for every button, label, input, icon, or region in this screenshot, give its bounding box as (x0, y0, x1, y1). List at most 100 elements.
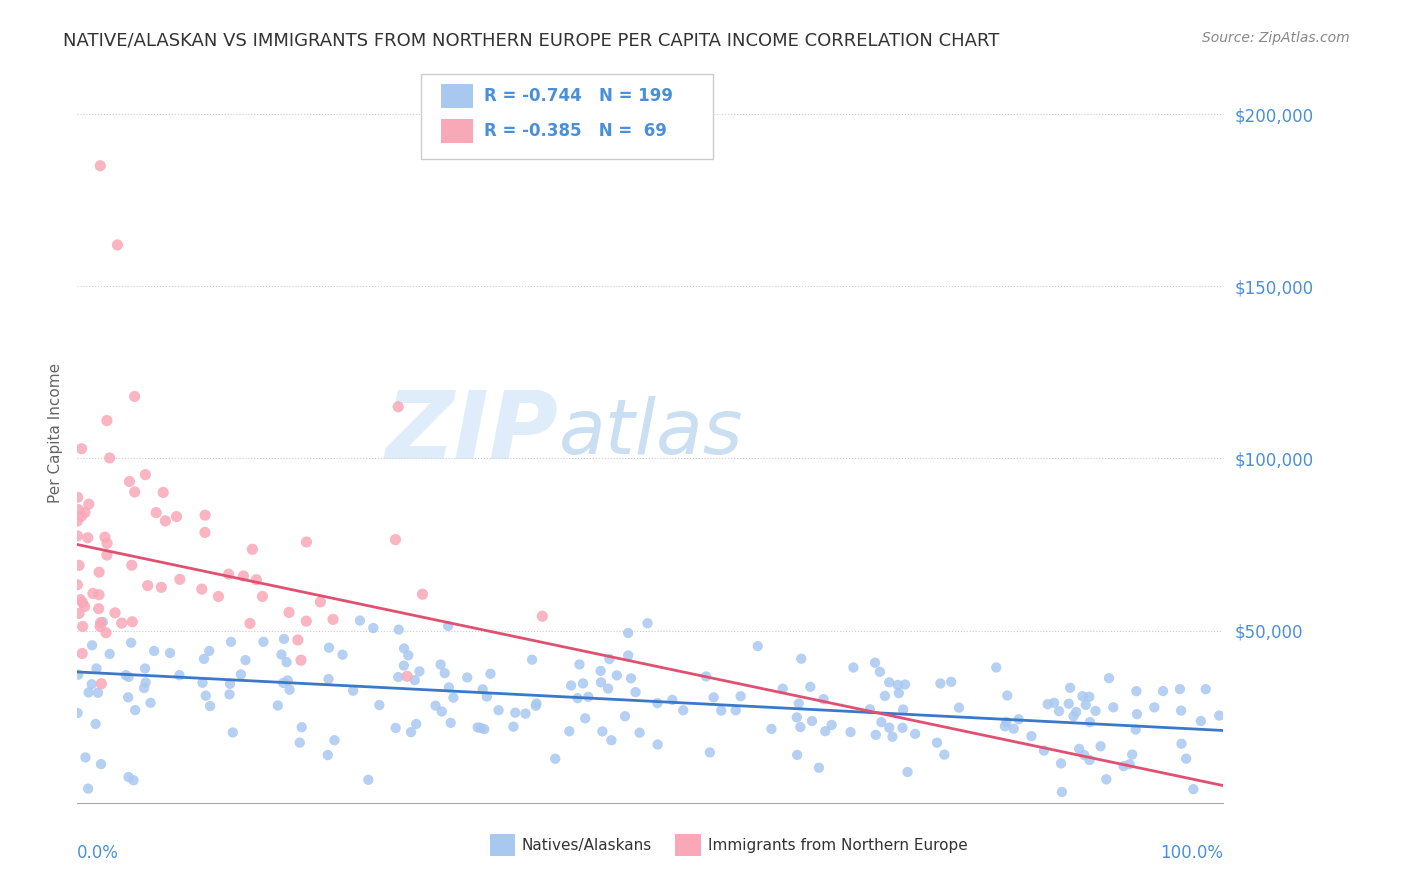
Point (136, 578, 159, 592)
Point (934, 747, 956, 762)
Point (77, 781, 100, 796)
Point (929, 676, 952, 690)
Point (1121, 747, 1143, 762)
Point (614, 709, 637, 723)
Point (159, 646, 181, 660)
Point (117, 770, 139, 784)
Point (1032, 743, 1054, 757)
Point (488, 703, 510, 717)
Point (87, 686, 110, 700)
Point (882, 730, 904, 744)
Point (896, 764, 918, 779)
Point (143, 644, 166, 658)
Point (1102, 700, 1125, 714)
Point (869, 665, 891, 679)
Point (77, 497, 100, 511)
Point (388, 623, 411, 637)
Point (96, 536, 118, 550)
Point (986, 660, 1008, 674)
Point (1074, 698, 1097, 712)
Point (787, 697, 810, 711)
Point (120, 636, 142, 650)
Point (1050, 756, 1073, 771)
Point (96, 548, 118, 562)
Point (98, 647, 121, 661)
Point (207, 590, 229, 604)
Point (904, 727, 927, 741)
Point (891, 702, 914, 716)
Point (1002, 722, 1025, 736)
Point (429, 657, 451, 672)
Text: 0.0%: 0.0% (77, 844, 120, 862)
Point (865, 728, 887, 742)
Point (91, 615, 114, 629)
Point (66, 706, 89, 720)
Point (67, 502, 90, 516)
Point (1047, 704, 1070, 718)
Point (387, 670, 409, 684)
Point (801, 714, 824, 728)
Point (90, 676, 112, 690)
Point (799, 680, 821, 694)
Point (104, 606, 127, 620)
Point (411, 587, 433, 601)
Point (82, 638, 104, 652)
Point (1143, 700, 1166, 714)
Point (277, 673, 299, 688)
Point (235, 653, 257, 667)
Point (349, 614, 371, 628)
Point (278, 682, 301, 697)
Point (191, 582, 214, 596)
Point (589, 664, 612, 678)
Point (232, 569, 254, 583)
Point (66, 514, 89, 528)
Point (567, 691, 589, 706)
Point (384, 533, 406, 547)
Point (118, 475, 141, 489)
Point (1078, 690, 1101, 704)
Point (295, 535, 318, 549)
Point (672, 703, 695, 717)
Point (242, 542, 264, 557)
Text: R = -0.744   N = 199: R = -0.744 N = 199 (484, 87, 673, 104)
Point (152, 485, 174, 500)
Point (786, 710, 808, 724)
Point (219, 635, 242, 649)
Point (193, 652, 215, 666)
Point (66, 529, 89, 543)
Point (288, 736, 311, 750)
Point (124, 484, 146, 499)
Point (273, 632, 295, 646)
Point (66, 491, 89, 505)
Point (121, 558, 143, 573)
Point (995, 689, 1018, 703)
Point (1126, 707, 1149, 722)
Point (1152, 684, 1174, 698)
Point (647, 738, 669, 752)
Point (891, 721, 914, 735)
Point (309, 595, 332, 609)
Bar (675, 834, 700, 856)
Point (887, 686, 910, 700)
Point (270, 648, 292, 662)
Point (89, 619, 111, 633)
Point (295, 614, 318, 628)
Point (425, 698, 447, 713)
Point (1078, 715, 1101, 730)
Point (807, 761, 830, 775)
Point (291, 720, 314, 734)
Point (396, 669, 419, 683)
Point (1195, 682, 1218, 697)
Point (218, 687, 240, 701)
Point (342, 683, 364, 698)
Point (1118, 757, 1140, 772)
Point (239, 616, 262, 631)
Point (703, 690, 725, 705)
Point (558, 724, 581, 739)
Point (229, 667, 252, 681)
Point (114, 668, 136, 682)
Point (404, 673, 426, 687)
Point (863, 656, 886, 670)
Point (124, 703, 146, 717)
Point (290, 653, 312, 667)
